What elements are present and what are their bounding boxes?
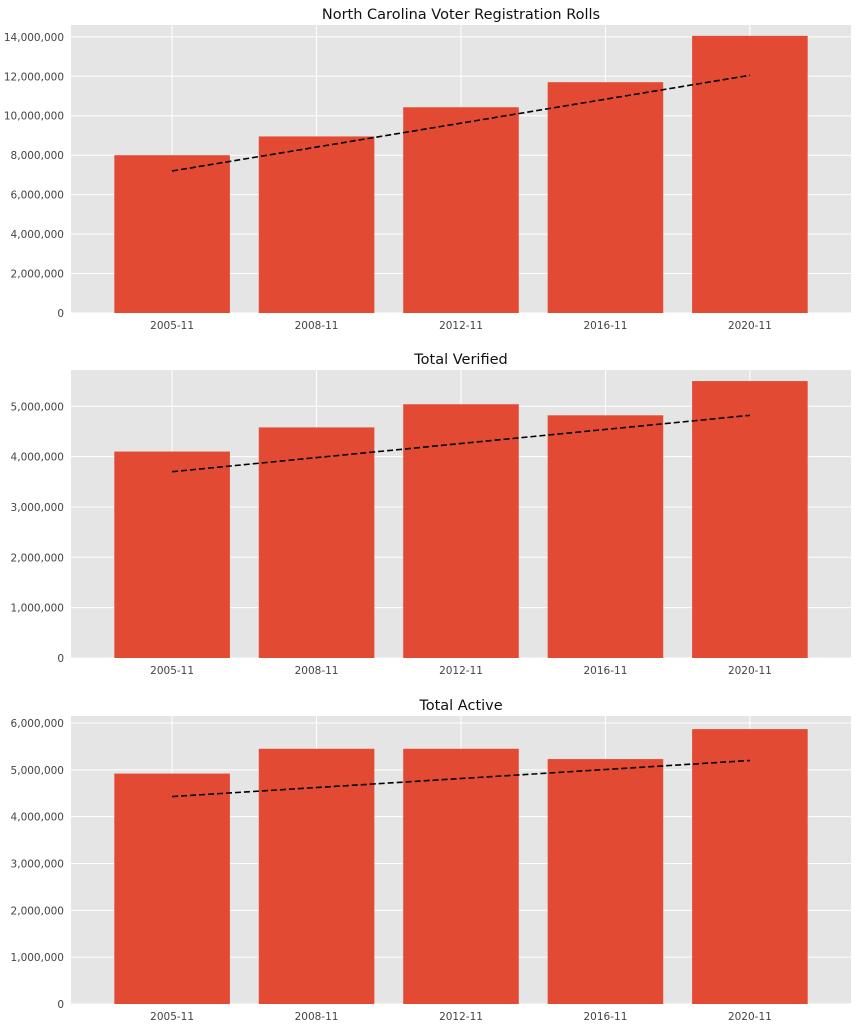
bar-2005-11 [114, 773, 230, 1004]
bar-2016-11 [547, 415, 664, 658]
y-tick-label: 6,000,000 [11, 190, 64, 202]
trend-line [171, 74, 751, 172]
chart-title: North Carolina Voter Registration Rolls [322, 7, 600, 23]
bar-2008-11 [258, 748, 375, 1004]
y-tick-label: 5,000,000 [11, 765, 64, 777]
x-tick-label: 2005-11 [150, 1011, 194, 1023]
x-tick-label: 2008-11 [295, 1011, 339, 1023]
y-tick-label: 0 [57, 308, 64, 320]
chart-panel-3: 0 1,000,000 2,000,000 3,000,000 4,000,000 5,0… [11, 698, 851, 1023]
y-tick-label: 2,000,000 [11, 269, 64, 281]
y-tick-label: 0 [57, 653, 64, 665]
y-tick-label: 0 [57, 999, 64, 1011]
y-tick-label: 2,000,000 [11, 905, 64, 917]
bar-2016-11 [547, 759, 664, 1004]
bar-2008-11 [258, 136, 375, 313]
x-tick-label: 2020-11 [728, 1011, 772, 1023]
chart-panel-2: 0 1,000,000 2,000,000 3,000,000 4,000,000 5,0… [11, 352, 851, 677]
chart-title: Total Verified [413, 352, 507, 368]
y-tick-label: 1,000,000 [11, 603, 64, 615]
y-tick-label: 12,000,000 [4, 71, 64, 83]
y-tick-label: 2,000,000 [11, 552, 64, 564]
bar-2005-11 [114, 451, 230, 658]
y-tick-label: 1,000,000 [11, 952, 64, 964]
x-tick-label: 2005-11 [150, 665, 194, 677]
x-tick-label: 2005-11 [150, 320, 194, 332]
bar-2020-11 [692, 729, 808, 1004]
trend-line [172, 759, 750, 798]
y-tick-label: 4,000,000 [11, 229, 64, 241]
x-tick-label: 2016-11 [584, 665, 628, 677]
x-tick-label: 2008-11 [295, 320, 339, 332]
y-tick-label: 4,000,000 [11, 452, 64, 464]
x-tick-label: 2020-11 [728, 320, 772, 332]
bar-2008-11 [258, 427, 375, 658]
x-tick-label: 2012-11 [439, 320, 483, 332]
bar-2012-11 [403, 748, 519, 1004]
x-tick-label: 2008-11 [295, 665, 339, 677]
x-tick-label: 2020-11 [728, 665, 772, 677]
bar-2012-11 [403, 404, 519, 658]
chart-title: Total Active [418, 698, 502, 714]
y-tick-label: 6,000,000 [11, 718, 64, 730]
y-tick-label: 14,000,000 [4, 32, 64, 44]
y-tick-label: 5,000,000 [11, 401, 64, 413]
y-tick-label: 3,000,000 [11, 859, 64, 871]
bar-2012-11 [403, 107, 519, 313]
y-tick-label: 8,000,000 [11, 150, 64, 162]
y-tick-label: 4,000,000 [11, 812, 64, 824]
chart-panel-1: 0 2,000,000 4,000,000 6,000,000 8,000,000 10,… [4, 7, 851, 332]
x-tick-label: 2012-11 [439, 1011, 483, 1023]
x-tick-label: 2016-11 [584, 1011, 628, 1023]
bar-2020-11 [692, 35, 808, 314]
x-tick-label: 2012-11 [439, 665, 483, 677]
bar-2016-11 [547, 82, 664, 314]
bar-2020-11 [692, 381, 808, 658]
trend-line [172, 414, 750, 473]
y-tick-label: 10,000,000 [4, 111, 64, 123]
bar-2005-11 [114, 155, 230, 313]
x-tick-label: 2016-11 [584, 320, 628, 332]
y-tick-label: 3,000,000 [11, 502, 64, 514]
